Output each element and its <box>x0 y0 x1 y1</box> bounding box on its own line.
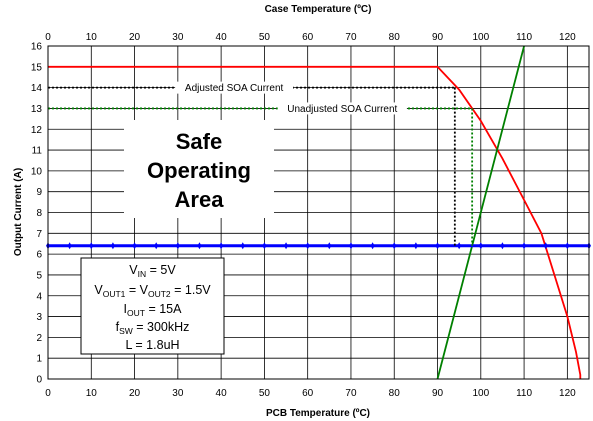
blue-diamond-marker <box>175 242 180 250</box>
blue-diamond-marker <box>240 242 245 250</box>
x-tick-label: 60 <box>302 388 314 399</box>
x-tick-label: 20 <box>129 388 141 399</box>
x-tick-label: 100 <box>472 388 489 399</box>
condition-vin: VIN = 5V <box>129 263 176 279</box>
blue-diamond-marker <box>67 242 72 250</box>
y-tick-label: 7 <box>36 229 42 240</box>
top-tick-label: 60 <box>302 32 314 43</box>
top-tick-label: 20 <box>129 32 141 43</box>
y-tick-label: 1 <box>36 354 42 365</box>
y-tick-label: 6 <box>36 250 42 261</box>
top-tick-label: 0 <box>45 32 51 43</box>
x-axis-title: PCB Temperature (ºC) <box>266 408 370 419</box>
blue-diamond-marker <box>457 242 462 250</box>
x-tick-label: 40 <box>216 388 228 399</box>
grid <box>47 45 589 380</box>
blue-diamond-marker <box>413 242 418 250</box>
soa-label-box <box>124 120 274 218</box>
top-tick-label: 80 <box>389 32 401 43</box>
x-tick-label: 110 <box>516 388 532 399</box>
y-tick-label: 5 <box>36 270 42 281</box>
blue-diamond-marker <box>284 242 289 250</box>
y-tick-label: 16 <box>31 42 43 53</box>
blue-diamond-marker <box>262 242 267 250</box>
top-tick-label: 70 <box>345 32 357 43</box>
blue-diamond-marker <box>110 242 115 250</box>
blue-diamond-marker <box>132 242 137 250</box>
unadjusted-soa-current-label-bg <box>277 102 407 115</box>
blue-diamond-marker <box>565 242 570 250</box>
blue-diamond-marker <box>305 242 310 250</box>
y-tick-label: 15 <box>31 62 43 73</box>
y-tick-label: 2 <box>36 333 42 344</box>
y-tick-label: 12 <box>31 125 43 136</box>
x-tick-label: 50 <box>259 388 271 399</box>
adjusted-soa-current-label-bg <box>175 81 294 94</box>
condition-fsw: fSW = 300kHz <box>116 320 190 336</box>
condition-inductance: L = 1.8uH <box>125 338 179 352</box>
blue-diamond-marker <box>543 242 548 250</box>
y-axis-title: Output Current (A) <box>13 168 24 256</box>
y-tick-label: 9 <box>36 187 42 198</box>
x-tick-label: 120 <box>559 388 576 399</box>
conditions-box <box>80 257 225 355</box>
top-tick-label: 90 <box>432 32 444 43</box>
top-axis-title: Case Temperature (ºC) <box>265 4 372 15</box>
top-tick-label: 120 <box>559 32 576 43</box>
blue-diamond-marker <box>392 242 397 250</box>
blue-diamond-marker <box>435 242 440 250</box>
adjusted-soa-current-label: Adjusted SOA Current <box>185 83 284 94</box>
y-tick-label: 13 <box>31 104 43 115</box>
top-tick-label: 30 <box>172 32 184 43</box>
unadjusted-soa-current-label: Unadjusted SOA Current <box>287 104 397 115</box>
top-tick-label: 40 <box>216 32 228 43</box>
soa-label-line-2: Operating <box>147 158 251 183</box>
top-tick-label: 50 <box>259 32 271 43</box>
y-tick-label: 0 <box>36 375 42 386</box>
y-tick-label: 8 <box>36 208 42 219</box>
condition-iout: IOUT = 15A <box>124 302 183 318</box>
x-tick-label: 70 <box>345 388 357 399</box>
soa-label-line-3: Area <box>175 187 225 212</box>
blue-diamond-marker <box>154 242 159 250</box>
blue-diamond-marker <box>478 242 483 250</box>
blue-diamond-marker <box>348 242 353 250</box>
red-derating-curve <box>48 65 582 379</box>
series-layer <box>46 45 591 380</box>
top-tick-label: 100 <box>472 32 489 43</box>
x-tick-label: 80 <box>389 388 401 399</box>
blue-diamond-marker <box>197 242 202 250</box>
top-tick-label: 10 <box>86 32 98 43</box>
x-tick-label: 10 <box>86 388 98 399</box>
top-tick-label: 110 <box>516 32 532 43</box>
y-tick-label: 11 <box>32 146 43 157</box>
green-thermal-line <box>436 45 525 380</box>
condition-vout: VOUT1 = VOUT2 = 1.5V <box>94 283 211 299</box>
x-tick-label: 90 <box>432 388 444 399</box>
blue-diamond-marker <box>89 242 94 250</box>
x-tick-label: 0 <box>45 388 51 399</box>
y-tick-label: 10 <box>31 166 43 177</box>
blue-diamond-marker <box>522 242 527 250</box>
blue-diamond-marker <box>327 242 332 250</box>
soa-label-line-1: Safe <box>176 129 222 154</box>
x-tick-label: 30 <box>172 388 184 399</box>
y-tick-label: 4 <box>36 291 42 302</box>
y-tick-label: 14 <box>31 83 43 94</box>
blue-diamond-marker <box>219 242 224 250</box>
blue-diamond-marker <box>370 242 375 250</box>
annotation-layer: Safe Operating Area VIN = 5V VOUT1 = VOU… <box>80 120 274 355</box>
plot-frame <box>47 45 590 380</box>
y-tick-label: 3 <box>36 312 42 323</box>
blue-diamond-marker <box>500 242 505 250</box>
